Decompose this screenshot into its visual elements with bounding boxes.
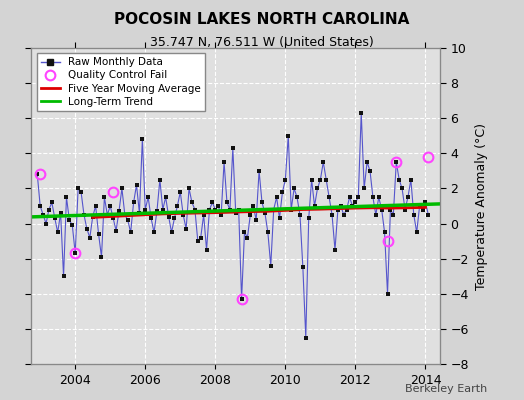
Text: POCOSIN LAKES NORTH CAROLINA: POCOSIN LAKES NORTH CAROLINA	[114, 12, 410, 27]
Text: Berkeley Earth: Berkeley Earth	[405, 384, 487, 394]
Legend: Raw Monthly Data, Quality Control Fail, Five Year Moving Average, Long-Term Tren: Raw Monthly Data, Quality Control Fail, …	[37, 53, 205, 111]
Y-axis label: Temperature Anomaly (°C): Temperature Anomaly (°C)	[475, 122, 488, 290]
Text: 35.747 N, 76.511 W (United States): 35.747 N, 76.511 W (United States)	[150, 36, 374, 49]
